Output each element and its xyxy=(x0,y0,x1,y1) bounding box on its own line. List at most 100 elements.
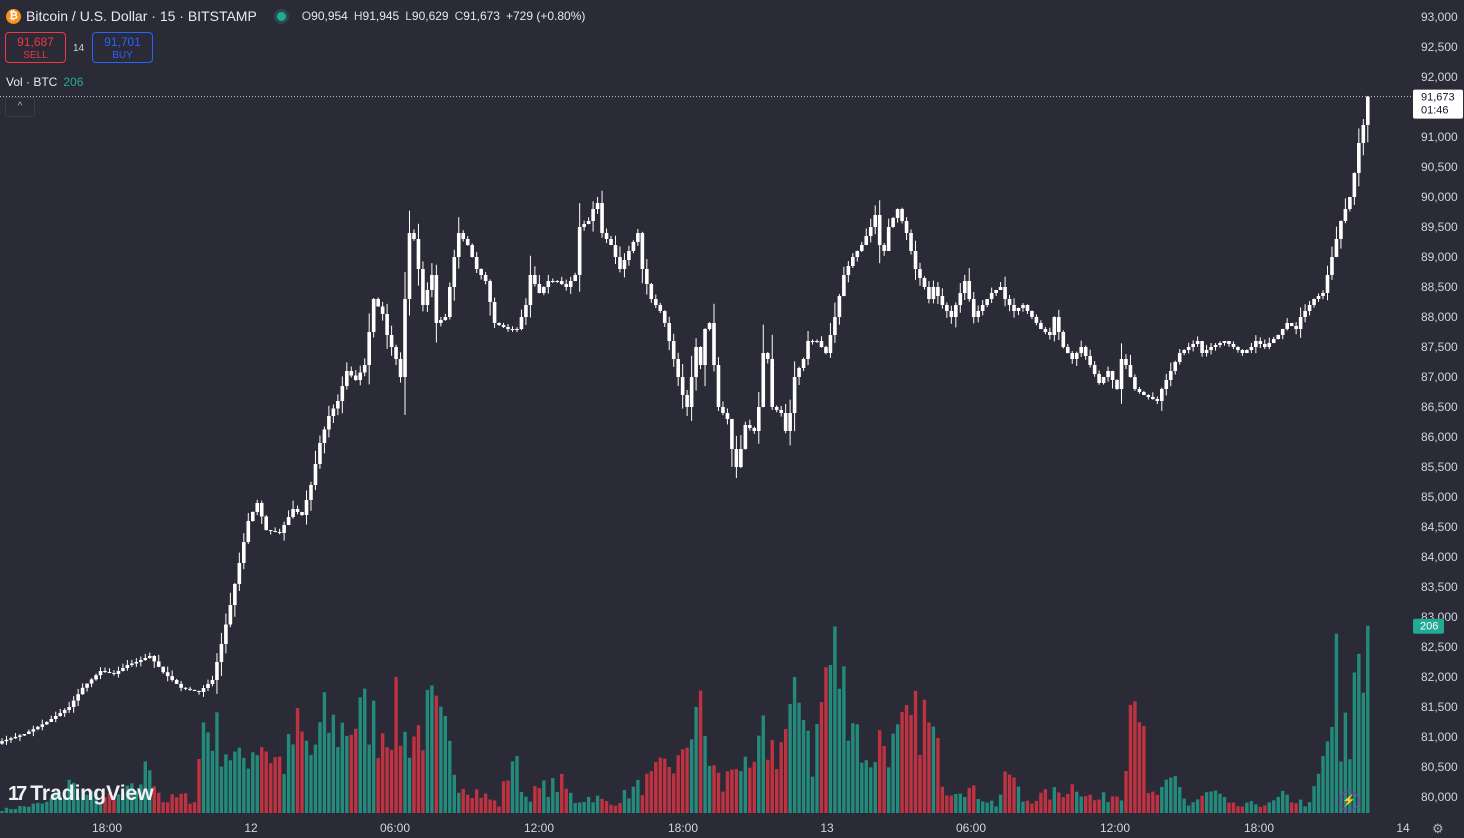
volume-bar xyxy=(403,731,407,813)
candle-body xyxy=(1218,343,1222,345)
volume-bar xyxy=(989,800,994,813)
candle-body xyxy=(80,687,85,695)
candle-body xyxy=(139,660,143,662)
candle-body xyxy=(940,296,945,305)
candle-body xyxy=(1016,308,1021,311)
volume-bar xyxy=(385,747,389,813)
volume-bar xyxy=(1128,704,1133,813)
candle-body xyxy=(1124,359,1128,365)
symbol-title[interactable]: Bitcoin / U.S. Dollar · 15 · BITSTAMP xyxy=(26,8,257,24)
candle-body xyxy=(1052,317,1057,335)
candle-body xyxy=(1160,389,1164,401)
candle-body xyxy=(653,299,658,305)
candle-body xyxy=(568,281,573,287)
buy-label: BUY xyxy=(112,50,133,61)
candle-body xyxy=(797,368,801,377)
candle-body xyxy=(367,332,371,365)
volume-bar xyxy=(492,800,497,813)
candle-body xyxy=(846,266,851,275)
candle-body xyxy=(1092,365,1097,374)
volume-bar xyxy=(371,700,376,813)
volume-bar xyxy=(1195,799,1200,813)
volume-bar xyxy=(501,781,506,813)
candle-body xyxy=(1200,341,1204,353)
candle-body xyxy=(886,227,891,251)
candle-body xyxy=(358,372,363,380)
volume-bar xyxy=(286,734,291,813)
volume-bar xyxy=(1101,792,1106,813)
candle-body xyxy=(1110,371,1115,380)
bolt-icon[interactable]: ⚡ xyxy=(1339,791,1359,811)
volume-bar xyxy=(188,803,192,813)
candle-body xyxy=(1182,350,1186,353)
candle-body xyxy=(4,739,9,742)
candle-body xyxy=(519,317,524,329)
price-tick-label: 89,500 xyxy=(1421,220,1458,234)
candle-body xyxy=(685,395,689,407)
volume-bar xyxy=(658,757,662,813)
volume-bar xyxy=(810,776,815,813)
candle-body xyxy=(676,359,680,377)
volume-legend[interactable]: Vol · BTC 206 xyxy=(6,75,83,89)
volume-bar xyxy=(506,780,510,813)
volume-bar xyxy=(183,793,188,813)
price-tick-label: 90,500 xyxy=(1421,160,1458,174)
volume-bar xyxy=(443,716,448,813)
volume-bar xyxy=(488,799,492,813)
volume-bar xyxy=(474,789,479,813)
candle-body xyxy=(286,517,291,525)
volume-bar xyxy=(609,804,613,813)
volume-bar xyxy=(394,676,398,813)
candle-body xyxy=(828,335,833,353)
candle-body xyxy=(667,323,672,341)
candle-body xyxy=(53,716,58,719)
volume-bar xyxy=(748,767,752,813)
candle-body xyxy=(506,327,510,329)
volume-bar xyxy=(40,803,45,813)
candle-body xyxy=(439,320,443,323)
volume-bar xyxy=(1276,796,1280,813)
candle-body xyxy=(756,407,761,431)
candle-body xyxy=(1231,344,1236,347)
volume-bar xyxy=(318,722,322,813)
volume-bar xyxy=(936,737,940,813)
volume-bar xyxy=(331,714,336,813)
volume-bar xyxy=(452,774,456,813)
volume-bar xyxy=(49,797,53,813)
volume-bar xyxy=(761,715,765,813)
tradingview-name: TradingView xyxy=(30,782,154,805)
volume-bar xyxy=(340,722,345,813)
candle-body xyxy=(546,281,551,287)
volume-bar xyxy=(519,791,524,813)
volume-bar xyxy=(282,774,286,813)
volume-bar xyxy=(80,788,85,813)
volume-bar xyxy=(551,778,555,813)
candle-body xyxy=(712,323,716,365)
volume-bar xyxy=(1343,712,1348,813)
volume-bar xyxy=(1061,797,1065,813)
tradingview-logo[interactable]: 17 TradingView xyxy=(8,782,154,806)
volume-bar xyxy=(631,786,636,813)
candle-body xyxy=(479,269,483,275)
settings-icon[interactable]: ⚙ xyxy=(1432,821,1444,836)
candle-body xyxy=(1146,395,1151,397)
candle-body xyxy=(734,449,739,467)
buy-button[interactable]: 91,701 BUY xyxy=(92,32,153,63)
candle-body xyxy=(1115,380,1119,389)
volume-bar xyxy=(170,794,174,813)
candle-body xyxy=(1142,392,1146,395)
volume-bar xyxy=(1222,797,1227,813)
candle-body xyxy=(183,687,188,689)
collapse-legend-button[interactable]: ^ xyxy=(5,97,35,117)
volume-bar xyxy=(689,739,694,813)
candle-body xyxy=(36,726,40,730)
candle-body xyxy=(707,323,712,329)
volume-bar xyxy=(560,773,564,813)
volume-bar xyxy=(963,796,967,813)
candle-body xyxy=(125,665,130,668)
sell-button[interactable]: 91,687 SELL xyxy=(5,32,66,63)
candle-body xyxy=(922,278,927,287)
volume-bar xyxy=(801,720,806,813)
candle-body xyxy=(931,287,936,299)
